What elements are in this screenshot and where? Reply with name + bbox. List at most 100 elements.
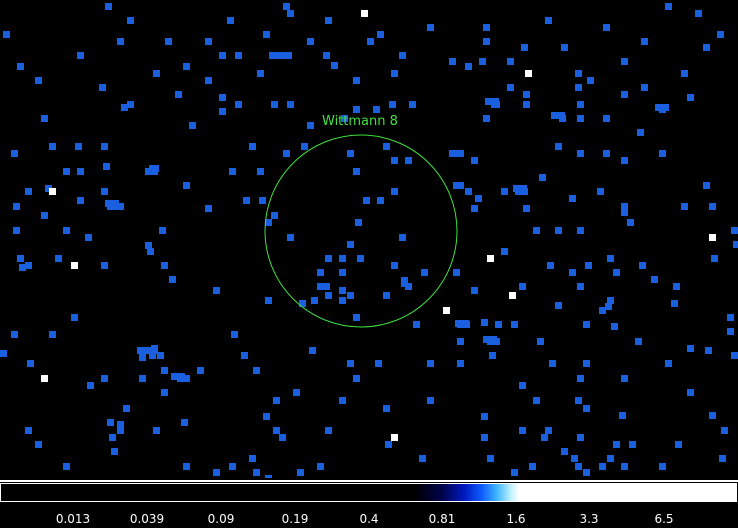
- count-pixel: [13, 227, 20, 234]
- count-pixel: [137, 347, 157, 354]
- count-pixel: [257, 70, 264, 77]
- count-pixel: [519, 427, 526, 434]
- count-pixel: [287, 10, 294, 17]
- count-pixel: [249, 143, 256, 150]
- count-pixel: [139, 375, 146, 382]
- count-pixel: [307, 122, 314, 129]
- count-pixel: [149, 352, 156, 359]
- count-pixel: [465, 188, 472, 195]
- count-pixel: [481, 319, 488, 326]
- colorbar-tick-label: 6.5: [654, 512, 674, 526]
- count-pixel: [665, 360, 672, 367]
- count-pixel: [421, 269, 428, 276]
- count-pixel: [287, 234, 294, 241]
- count-pixel: [523, 101, 530, 108]
- count-pixel: [183, 375, 190, 382]
- count-pixel: [325, 292, 332, 299]
- bright-pixel: [525, 70, 532, 77]
- count-pixel: [63, 168, 70, 175]
- count-pixel: [511, 321, 518, 328]
- count-pixel: [733, 241, 738, 248]
- count-pixel: [453, 182, 460, 189]
- count-pixel: [19, 264, 26, 271]
- count-pixel: [731, 227, 738, 234]
- bright-pixel: [361, 10, 368, 17]
- count-pixel: [717, 31, 724, 38]
- count-pixel: [561, 44, 568, 51]
- count-pixel: [405, 283, 412, 290]
- count-pixel: [391, 157, 398, 164]
- count-pixel: [427, 397, 434, 404]
- count-pixel: [377, 197, 384, 204]
- count-pixel: [273, 427, 280, 434]
- count-pixel: [385, 441, 392, 448]
- count-pixel: [571, 455, 578, 462]
- count-pixel: [229, 463, 236, 470]
- count-pixel: [0, 350, 7, 357]
- count-pixel: [353, 106, 360, 113]
- count-pixel: [189, 122, 196, 129]
- count-pixel: [655, 104, 669, 111]
- count-pixel: [347, 360, 354, 367]
- count-pixel: [317, 283, 324, 290]
- count-pixel: [607, 255, 614, 262]
- count-pixel: [419, 455, 426, 462]
- count-pixel: [159, 227, 166, 234]
- count-pixel: [409, 101, 416, 108]
- count-pixel: [577, 150, 584, 157]
- count-pixel: [107, 419, 114, 426]
- count-pixel: [703, 44, 710, 51]
- count-pixel: [363, 197, 370, 204]
- count-pixel: [265, 297, 272, 304]
- bright-pixel: [49, 188, 56, 195]
- count-pixel: [25, 188, 32, 195]
- bright-pixel: [41, 375, 48, 382]
- bright-pixel: [391, 434, 398, 441]
- count-pixel: [577, 283, 584, 290]
- count-pixel: [183, 463, 190, 470]
- colorbar-tick-label: 3.3: [579, 512, 599, 526]
- count-pixel: [121, 104, 128, 111]
- count-pixel: [619, 412, 626, 419]
- count-pixel: [71, 314, 78, 321]
- count-pixel: [263, 31, 270, 38]
- count-pixel: [103, 163, 110, 170]
- count-pixel: [695, 10, 702, 17]
- count-pixel: [339, 297, 346, 304]
- count-pixel: [427, 24, 434, 31]
- count-pixel: [375, 360, 382, 367]
- count-pixel: [681, 203, 688, 210]
- sky-image[interactable]: Wittmann 8: [0, 0, 738, 478]
- count-pixel: [35, 77, 42, 84]
- count-pixel: [265, 475, 272, 478]
- count-pixel: [17, 63, 24, 70]
- count-pixel: [401, 280, 408, 287]
- count-pixel: [219, 94, 226, 101]
- count-pixel: [227, 17, 234, 24]
- source-region-circle[interactable]: [264, 134, 458, 328]
- count-pixel: [611, 323, 618, 330]
- count-pixel: [183, 182, 190, 189]
- count-pixel: [353, 77, 360, 84]
- count-pixel: [637, 129, 644, 136]
- count-pixel: [85, 234, 92, 241]
- count-pixel: [621, 463, 628, 470]
- count-pixel: [219, 52, 226, 59]
- count-pixel: [551, 112, 565, 119]
- count-pixel: [341, 115, 348, 122]
- count-pixel: [325, 17, 332, 24]
- count-pixel: [629, 441, 636, 448]
- count-pixel: [471, 205, 478, 212]
- count-pixel: [41, 115, 48, 122]
- count-pixel: [75, 143, 82, 150]
- count-pixel: [287, 101, 294, 108]
- count-pixel: [523, 91, 530, 98]
- colorbar[interactable]: [0, 483, 737, 502]
- count-pixel: [501, 248, 508, 255]
- count-pixel: [183, 63, 190, 70]
- count-pixel: [347, 150, 354, 157]
- count-pixel: [55, 255, 62, 262]
- count-pixel: [101, 188, 108, 195]
- count-pixel: [263, 413, 270, 420]
- count-pixel: [101, 375, 108, 382]
